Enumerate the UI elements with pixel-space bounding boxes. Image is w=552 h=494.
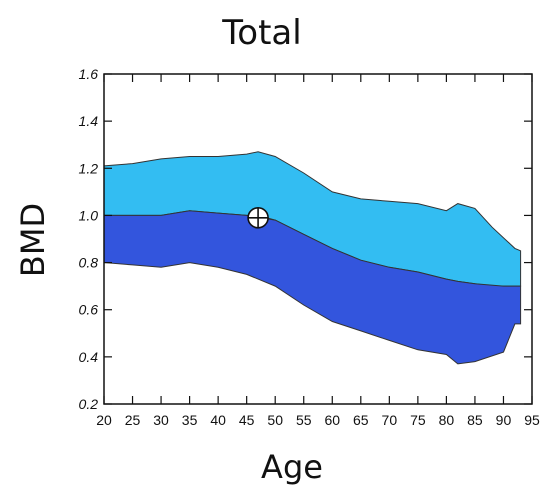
x-tick-label: 70: [382, 412, 398, 428]
y-tick-label: 0.4: [79, 349, 99, 365]
x-tick-label: 45: [239, 412, 255, 428]
plot-frame: [103, 73, 533, 405]
x-tick-label: 80: [439, 412, 455, 428]
chart-title: Total: [221, 13, 301, 53]
x-tick-label: 35: [182, 412, 198, 428]
x-tick-label: 30: [153, 412, 169, 428]
x-tick-label: 65: [353, 412, 369, 428]
x-tick-label: 20: [96, 412, 112, 428]
x-tick-label: 50: [267, 412, 283, 428]
y-tick-label: 1.4: [79, 113, 99, 129]
y-tick-label: 1.2: [79, 160, 99, 176]
y-axis-label: BMD: [14, 203, 52, 277]
y-tick-label: 1.6: [79, 66, 99, 82]
x-axis-label: Age: [261, 448, 323, 486]
x-tick-label: 40: [210, 412, 226, 428]
y-tick-label: 0.6: [79, 302, 99, 318]
x-tick-label: 85: [467, 412, 483, 428]
x-tick-label: 55: [296, 412, 312, 428]
y-tick-label: 0.2: [79, 396, 99, 412]
y-tick-label: 0.8: [79, 255, 99, 271]
lower-band-area: [103, 210, 522, 365]
x-tick-label: 25: [125, 412, 141, 428]
y-tick-label: 1.0: [79, 207, 99, 223]
x-tick-label: 60: [324, 412, 340, 428]
x-tick-label: 95: [524, 412, 540, 428]
plot-area: 20 25 30 35 40 45 50 55 60 65 70 75 80 85 90 95 0.2 0.4 0.…: [79, 66, 540, 428]
x-tick-label: 90: [496, 412, 512, 428]
x-tick-label: 75: [410, 412, 426, 428]
